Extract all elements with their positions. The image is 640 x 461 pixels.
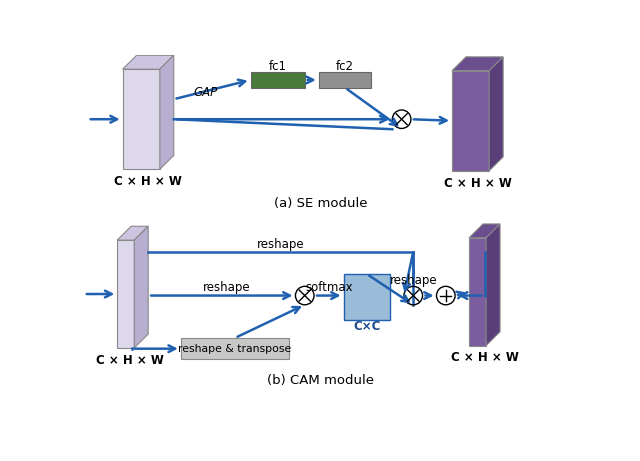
Polygon shape bbox=[469, 238, 486, 346]
Text: reshape: reshape bbox=[389, 274, 437, 287]
Text: softmax: softmax bbox=[305, 281, 353, 295]
Text: C × H × W: C × H × W bbox=[451, 351, 518, 365]
Polygon shape bbox=[117, 226, 148, 240]
Text: (a) SE module: (a) SE module bbox=[273, 197, 367, 210]
Bar bbox=[344, 274, 390, 320]
Polygon shape bbox=[123, 55, 174, 69]
Polygon shape bbox=[486, 224, 500, 346]
Text: C × H × W: C × H × W bbox=[95, 354, 164, 367]
Polygon shape bbox=[452, 57, 503, 71]
Bar bbox=[319, 72, 371, 88]
Text: C × H × W: C × H × W bbox=[444, 177, 511, 189]
Text: reshape & transpose: reshape & transpose bbox=[179, 344, 292, 354]
Polygon shape bbox=[134, 226, 148, 348]
Text: GAP: GAP bbox=[194, 86, 218, 99]
Text: (b) CAM module: (b) CAM module bbox=[267, 374, 374, 387]
Text: C × H × W: C × H × W bbox=[115, 175, 182, 188]
Text: C×C: C×C bbox=[353, 320, 380, 333]
Polygon shape bbox=[117, 240, 134, 348]
Polygon shape bbox=[123, 69, 160, 169]
Text: reshape: reshape bbox=[203, 281, 250, 295]
Text: reshape: reshape bbox=[257, 238, 305, 251]
Polygon shape bbox=[160, 55, 174, 169]
Text: fc1: fc1 bbox=[269, 60, 287, 73]
Bar bbox=[250, 72, 305, 88]
Polygon shape bbox=[469, 224, 500, 238]
Text: fc2: fc2 bbox=[336, 60, 354, 73]
Polygon shape bbox=[452, 71, 489, 171]
Polygon shape bbox=[489, 57, 503, 171]
Bar bbox=[180, 338, 289, 360]
